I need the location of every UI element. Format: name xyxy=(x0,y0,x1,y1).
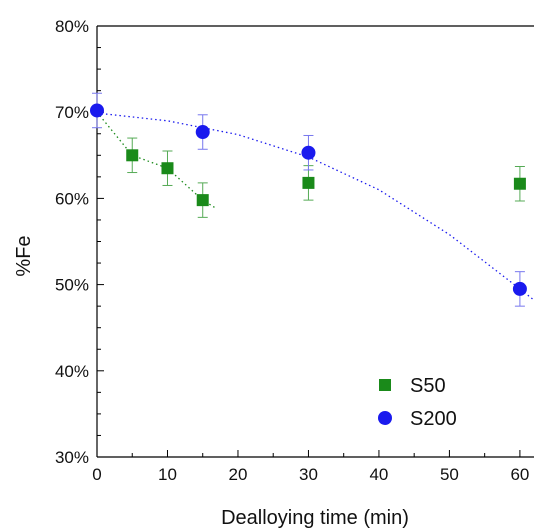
legend-marker-s50 xyxy=(379,379,391,391)
x-tick-label: 0 xyxy=(92,465,101,484)
s200-point xyxy=(512,281,527,296)
s50-point xyxy=(126,149,139,162)
x-tick-label: 10 xyxy=(158,465,177,484)
s200-point xyxy=(301,145,316,160)
x-tick-label: 30 xyxy=(299,465,318,484)
legend-label-s200: S200 xyxy=(410,408,457,430)
s50-trend-line xyxy=(96,111,218,210)
error-bars xyxy=(92,92,525,307)
legend: S50 S200 xyxy=(378,375,457,430)
s200-point xyxy=(195,125,210,140)
s200-trend-line xyxy=(96,112,534,301)
s50-point xyxy=(161,162,174,175)
legend-marker-s200 xyxy=(378,411,392,425)
y-axis-title: %Fe xyxy=(13,235,35,276)
y-tick-label: 50% xyxy=(55,276,89,295)
y-tick-label: 80% xyxy=(55,17,89,36)
data-points xyxy=(90,103,527,296)
s50-point xyxy=(513,177,526,190)
y-tick-label: 70% xyxy=(55,103,89,122)
s50-point xyxy=(196,194,209,207)
trend-lines xyxy=(96,111,534,301)
legend-label-s50: S50 xyxy=(410,375,446,397)
y-tick-label: 60% xyxy=(55,189,89,208)
x-tick-label: 50 xyxy=(440,465,459,484)
y-tick-label: 40% xyxy=(55,362,89,381)
x-tick-label: 60 xyxy=(510,465,529,484)
s200-point xyxy=(90,103,104,118)
s50-point xyxy=(302,176,315,189)
y-tick-label: 30% xyxy=(55,448,89,467)
x-axis-title: Dealloying time (min) xyxy=(221,507,409,529)
x-tick-label: 20 xyxy=(229,465,248,484)
x-tick-label: 40 xyxy=(369,465,388,484)
axes: 30% 40% 50% 60% 70% 80% 0 10 20 30 40 50 60 xyxy=(55,17,534,484)
